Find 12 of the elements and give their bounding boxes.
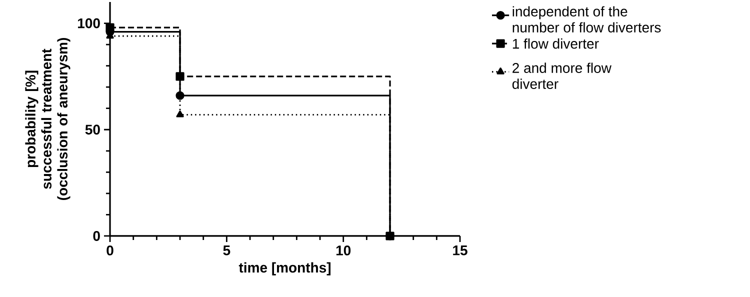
legend-label: independent of the number of flow diverters — [512, 6, 661, 32]
x-tick-label: 10 — [336, 246, 351, 256]
y-tick-label: 100 — [78, 18, 100, 28]
y-axis-title: probability [%] successful treatment (occlusion of aneurysm) — [25, 38, 70, 200]
legend-label: 1 flow diverter — [512, 38, 599, 49]
y-tick-label: 50 — [85, 124, 100, 135]
x-tick-label: 0 — [106, 246, 114, 256]
legend-label: 2 and more flow diverter — [512, 62, 612, 89]
x-axis-title: time [months] — [238, 262, 330, 276]
y-tick-label: 0 — [93, 231, 100, 241]
x-tick-label: 15 — [453, 246, 468, 256]
x-tick-label: 5 — [223, 246, 230, 256]
